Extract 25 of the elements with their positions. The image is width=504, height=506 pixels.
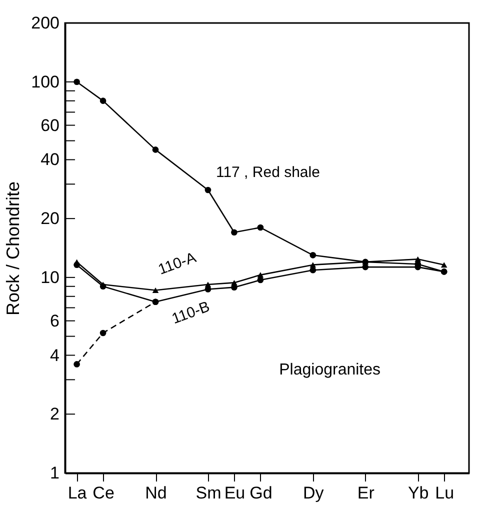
y-tick-label: 4 [50,346,60,365]
x-tick-label: Er [357,484,375,502]
x-tick-label: Yb [408,484,429,502]
x-tick-label: Nd [145,484,167,502]
y-tick-label: 100 [31,72,60,92]
y-tick-label: 60 [40,116,60,135]
y-tick-label: 6 [50,311,60,330]
y-tick-label: 10 [40,268,60,287]
x-tick-label: Eu [224,484,246,502]
y-tick-label: 1 [50,464,60,482]
x-tick-label: Ce [92,484,114,502]
x-tick-label: Lu [435,484,454,502]
y-tick-label: 2 [50,404,60,424]
series-label: 117 , Red shale [216,164,320,181]
y-tick-label: 20 [40,209,60,228]
x-tick-label: La [68,484,88,502]
y-axis-title: Rock / Chondrite [3,181,24,316]
y-tick-label: 40 [40,150,60,170]
annotation: Plagiogranites [279,362,381,378]
x-tick-label: Gd [250,484,272,502]
text: 110-B [170,298,212,328]
x-tick-label: Sm [196,484,222,502]
x-tick-label: Dy [303,484,324,502]
y-tick-label: 200 [31,14,60,32]
text: 110-A [156,249,198,278]
